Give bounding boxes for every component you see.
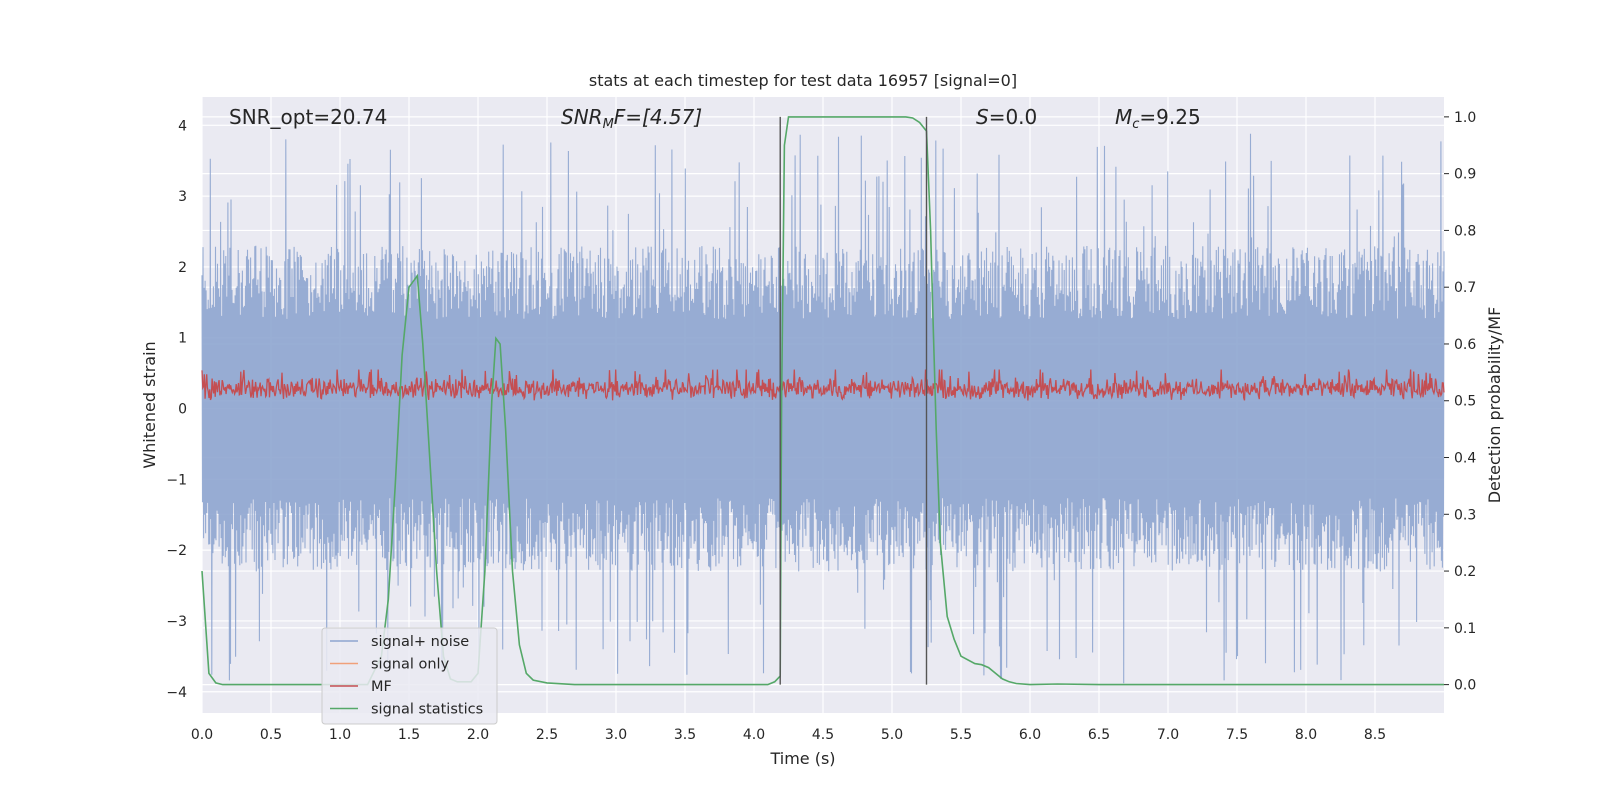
y-tick-label-right: 0.9: [1454, 167, 1476, 183]
annotation-mc: Mc=9.25: [1115, 105, 1201, 132]
y-tick-label-right: 0.1: [1454, 621, 1476, 637]
legend-box: [321, 627, 498, 725]
x-tick-label: 1.5: [398, 727, 420, 743]
y-tick-label-left: 4: [178, 118, 187, 134]
annotation-snr-mf-subscript: M: [603, 117, 614, 132]
x-tick-label: 0.5: [260, 727, 282, 743]
x-tick-label: 5.5: [950, 727, 972, 743]
annotation-snr-mf: SNRMF=[4.57]: [561, 105, 702, 132]
x-tick-label: 2.0: [467, 727, 489, 743]
annotation-snr-mf-main: SNR: [561, 105, 603, 129]
y-tick-label-right: 0.6: [1454, 337, 1476, 353]
y-tick-label-left: 2: [178, 260, 187, 276]
annotation-mc-subscript: c: [1132, 117, 1139, 132]
x-axis-label: Time (s): [769, 749, 835, 768]
x-tick-label: 7.0: [1157, 727, 1179, 743]
x-tick-label: 0.0: [191, 727, 213, 743]
y-tick-label-left: 0: [178, 402, 187, 418]
legend-label: signal+ noise: [371, 634, 469, 650]
y-tick-label-left: 3: [178, 189, 187, 205]
y-tick-label-left: 1: [178, 331, 187, 347]
x-tick-label: 5.0: [881, 727, 903, 743]
legend-label: signal statistics: [371, 702, 483, 718]
chart-title: stats at each timestep for test data 169…: [589, 71, 1017, 90]
x-tick-label: 4.5: [812, 727, 834, 743]
y-tick-label-left: −3: [166, 614, 187, 630]
legend: signal+ noise signal only MF signal statist…: [321, 627, 498, 725]
annotation-snr-opt: SNR_opt=20.74: [229, 105, 387, 129]
annotation-mc-symbol: M: [1115, 105, 1132, 129]
y-tick-label-left: −1: [166, 472, 187, 488]
y-tick-label-right: 1.0: [1454, 110, 1476, 126]
x-tick-label: 8.0: [1295, 727, 1317, 743]
x-tick-label: 7.5: [1226, 727, 1248, 743]
x-tick-label: 6.0: [1019, 727, 1041, 743]
annotation-snr-mf-value: F=[4.57]: [614, 105, 702, 129]
y-tick-label-right: 0.7: [1454, 280, 1476, 296]
annotation-s: S=0.0: [976, 105, 1037, 129]
x-tick-label: 8.5: [1364, 727, 1386, 743]
y-tick-label-left: −4: [166, 685, 187, 701]
annotation-s-symbol: S: [976, 105, 989, 129]
y-tick-label-right: 0.8: [1454, 223, 1476, 239]
y-tick-label-left: −2: [166, 543, 187, 559]
series-signal-statistics: [201, 116, 1444, 686]
legend-label: MF: [371, 679, 392, 695]
x-tick-label: 2.5: [536, 727, 558, 743]
x-tick-label: 4.0: [743, 727, 765, 743]
x-tick-label: 1.0: [329, 727, 351, 743]
x-tick-label: 6.5: [1088, 727, 1110, 743]
y-tick-label-right: 0.5: [1454, 394, 1476, 410]
annotation-mc-value: =9.25: [1139, 105, 1200, 129]
y-tick-label-right: 0.4: [1454, 451, 1476, 467]
y-tick-label-right: 0.2: [1454, 564, 1476, 580]
y-axis-label-left: Whitened strain: [140, 341, 159, 468]
annotation-s-value: =0.0: [989, 105, 1038, 129]
y-tick-label-right: 0.3: [1454, 507, 1476, 523]
x-tick-label: 3.5: [674, 727, 696, 743]
y-axis-label-right: Detection probability/MF: [1485, 307, 1504, 504]
y-tick-label-right: 0.0: [1454, 678, 1476, 694]
legend-label: signal only: [371, 657, 450, 673]
x-tick-label: 3.0: [605, 727, 627, 743]
series-mf: [201, 369, 1445, 401]
